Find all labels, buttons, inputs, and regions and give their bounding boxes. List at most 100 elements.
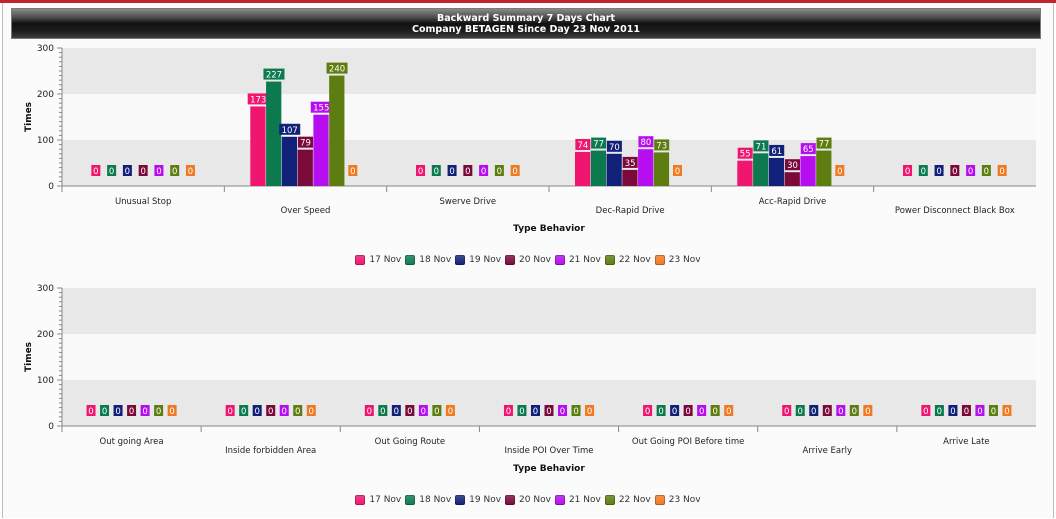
bar-20-nov[interactable] xyxy=(784,172,800,186)
data-label: 240 xyxy=(329,65,345,75)
legend-item[interactable]: 20 Nov xyxy=(505,255,551,265)
data-label: 0 xyxy=(140,167,145,177)
legend-swatch-icon xyxy=(355,495,366,505)
data-label: 0 xyxy=(921,167,926,177)
data-label-box xyxy=(849,405,859,416)
y-tick-label: 100 xyxy=(37,376,54,386)
data-label: 0 xyxy=(573,407,578,417)
legend-swatch-icon xyxy=(554,495,565,505)
data-label: 0 xyxy=(685,407,690,417)
legend-swatch-icon xyxy=(455,255,466,265)
legend-top: 17 Nov 18 Nov 19 Nov 20 Nov 21 Nov 22 Nov 23 N… xyxy=(0,255,1056,268)
data-label-box xyxy=(988,405,998,416)
bar-17-nov[interactable] xyxy=(574,151,591,186)
legend-item[interactable]: 17 Nov xyxy=(355,495,401,505)
data-label: 0 xyxy=(434,167,439,177)
bar-22-nov[interactable] xyxy=(329,75,345,186)
data-label-box xyxy=(170,165,180,176)
data-label: 65 xyxy=(803,145,814,155)
x-tick-label: Inside POI Over Time xyxy=(505,446,594,456)
data-label-box xyxy=(981,165,991,176)
legend-item[interactable]: 19 Nov xyxy=(455,255,501,265)
bar-22-nov[interactable] xyxy=(816,150,832,186)
data-label-box xyxy=(266,405,276,416)
data-label-box xyxy=(445,405,455,416)
bar-21-nov[interactable] xyxy=(638,149,654,186)
legend-swatch-icon xyxy=(405,255,416,265)
bar-20-nov[interactable] xyxy=(622,169,638,186)
data-label: 0 xyxy=(560,407,565,417)
bar-21-nov[interactable] xyxy=(800,156,816,186)
data-label: 0 xyxy=(984,167,989,177)
data-label: 0 xyxy=(125,167,130,177)
bar-19-nov[interactable] xyxy=(281,136,298,186)
legend-item[interactable]: 21 Nov xyxy=(554,495,601,505)
bar-20-nov[interactable] xyxy=(297,149,313,186)
data-label: 71 xyxy=(756,142,767,152)
data-label: 0 xyxy=(418,167,423,177)
bar-17-nov[interactable] xyxy=(737,160,753,186)
legend-item[interactable]: 21 Nov xyxy=(554,255,601,265)
data-label: 0 xyxy=(156,167,161,177)
data-label: 0 xyxy=(533,407,538,417)
bar-19-nov[interactable] xyxy=(606,153,622,186)
data-label-box xyxy=(432,405,442,416)
bar-17-nov[interactable] xyxy=(250,106,266,186)
y-tick-label: 0 xyxy=(48,422,54,432)
data-label-box xyxy=(638,136,654,148)
data-label-box xyxy=(822,405,832,416)
bar-18-nov[interactable] xyxy=(266,81,282,186)
legend-label: 22 Nov xyxy=(618,495,651,505)
bar-19-nov[interactable] xyxy=(768,157,785,186)
data-label-box xyxy=(348,165,358,176)
chart-bottom: 0 100 200 300 Times Out going Area Inside forb… xyxy=(24,284,1036,474)
x-tick-label: Arrive Late xyxy=(943,437,989,447)
data-label-box xyxy=(86,405,96,416)
data-label-box xyxy=(405,405,415,416)
data-label: 0 xyxy=(936,167,941,177)
data-label: 0 xyxy=(905,167,910,177)
data-label-box xyxy=(416,165,426,176)
data-label: 0 xyxy=(950,407,955,417)
bar-18-nov[interactable] xyxy=(753,153,769,186)
legend-item[interactable]: 22 Nov xyxy=(604,255,651,265)
legend-item[interactable]: 18 Nov xyxy=(405,495,451,505)
legend-label: 23 Nov xyxy=(668,495,701,505)
data-label: 77 xyxy=(819,140,830,150)
data-label-box xyxy=(903,165,913,176)
data-label: 0 xyxy=(506,407,511,417)
legend-item[interactable]: 17 Nov xyxy=(355,255,401,265)
data-label-box xyxy=(918,165,928,176)
bar-18-nov[interactable] xyxy=(590,150,607,186)
legend-label: 17 Nov xyxy=(369,495,402,505)
data-label-box xyxy=(279,123,301,135)
data-label: 79 xyxy=(300,139,311,149)
data-label: 0 xyxy=(394,407,399,417)
data-label: 0 xyxy=(825,407,830,417)
data-label-box xyxy=(934,165,944,176)
legend-item[interactable]: 19 Nov xyxy=(455,495,501,505)
data-label: 0 xyxy=(923,407,928,417)
data-label-box xyxy=(785,159,800,171)
data-label: 107 xyxy=(282,126,298,136)
bar-22-nov[interactable] xyxy=(653,152,670,186)
bar-21-nov[interactable] xyxy=(313,114,329,186)
data-label-box xyxy=(503,405,513,416)
legend-item[interactable]: 18 Nov xyxy=(405,255,451,265)
data-label: 0 xyxy=(811,407,816,417)
legend-item[interactable]: 23 Nov xyxy=(654,495,701,505)
legend-item[interactable]: 22 Nov xyxy=(604,495,651,505)
data-label-box xyxy=(167,405,177,416)
y-axis-title: Times xyxy=(24,342,34,372)
data-label: 0 xyxy=(968,167,973,177)
legend-item[interactable]: 20 Nov xyxy=(505,495,551,505)
data-label: 80 xyxy=(641,138,652,148)
x-tick-label: Swerve Drive xyxy=(439,197,496,207)
legend-item[interactable]: 23 Nov xyxy=(654,255,701,265)
data-label: 0 xyxy=(169,407,174,417)
legend-swatch-icon xyxy=(654,495,665,505)
data-label-box xyxy=(306,405,316,416)
data-label-box xyxy=(809,405,819,416)
data-label: 0 xyxy=(852,407,857,417)
data-label-box xyxy=(154,165,164,176)
